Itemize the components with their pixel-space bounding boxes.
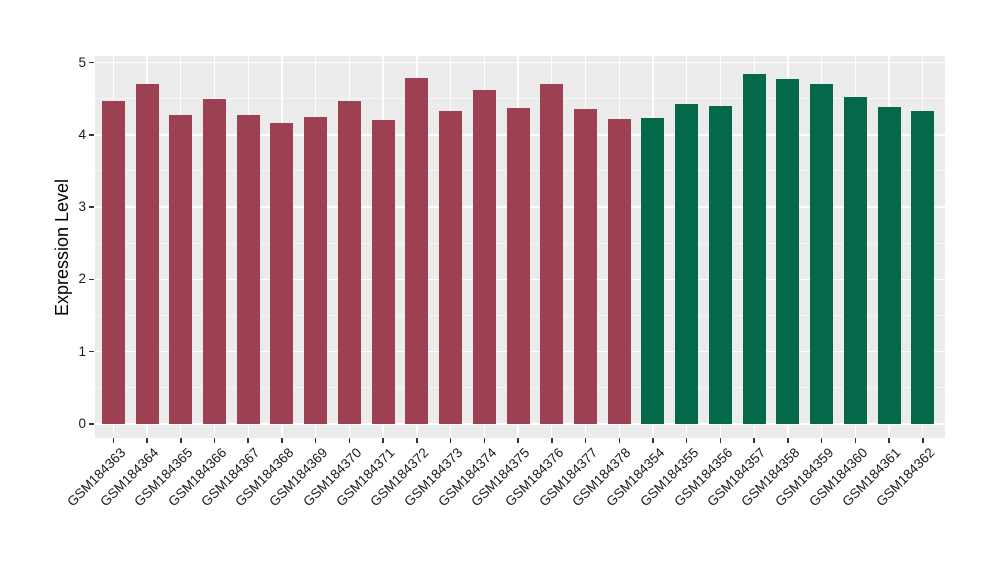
- major-gridline: [95, 61, 945, 64]
- x-tick: [213, 438, 216, 443]
- y-tick-label: 4: [78, 126, 86, 142]
- bar-GSM184366: [202, 98, 226, 424]
- x-tick: [449, 438, 452, 443]
- bar-GSM184365: [169, 114, 193, 424]
- bar-GSM184374: [472, 89, 496, 424]
- y-tick-label: 2: [78, 271, 86, 287]
- bar-GSM184368: [270, 122, 294, 424]
- x-tick: [719, 438, 722, 443]
- bar-GSM184372: [405, 78, 429, 424]
- y-axis-title-box: Expression Level: [43, 56, 83, 438]
- x-tick: [281, 438, 283, 443]
- bar-GSM184354: [641, 118, 665, 424]
- y-tick: [89, 350, 94, 353]
- x-tick: [922, 438, 924, 443]
- x-tick: [314, 438, 317, 443]
- bar-GSM184357: [742, 74, 766, 424]
- x-tick: [787, 438, 789, 443]
- bar-GSM184373: [439, 110, 463, 424]
- bar-GSM184369: [304, 117, 328, 424]
- plot-panel: [95, 56, 945, 438]
- y-tick: [89, 278, 94, 281]
- bar-GSM184360: [843, 97, 867, 424]
- bar-GSM184370: [337, 100, 361, 424]
- x-tick: [685, 438, 688, 443]
- x-tick: [416, 438, 418, 443]
- x-tick: [247, 438, 249, 443]
- x-tick: [652, 438, 654, 443]
- bar-GSM184361: [877, 107, 901, 424]
- x-tick: [753, 438, 755, 443]
- y-tick-label: 0: [78, 416, 86, 431]
- y-tick: [89, 423, 94, 425]
- y-axis-title: Expression Level: [52, 178, 73, 316]
- y-tick: [89, 206, 94, 208]
- x-tick: [854, 438, 857, 443]
- x-tick: [517, 438, 519, 443]
- y-tick: [89, 134, 94, 136]
- y-tick-label: 3: [78, 199, 86, 215]
- x-tick: [146, 438, 148, 443]
- bar-GSM184376: [540, 84, 564, 424]
- bar-GSM184355: [675, 103, 699, 424]
- x-tick: [382, 438, 384, 443]
- y-tick-label: 5: [78, 54, 86, 70]
- bar-GSM184362: [911, 110, 935, 424]
- bar-GSM184378: [607, 118, 631, 424]
- x-tick: [551, 438, 553, 443]
- bar-GSM184364: [135, 84, 159, 424]
- y-tick-label: 1: [78, 343, 86, 359]
- bar-GSM184377: [574, 108, 598, 424]
- minor-gridline: [95, 98, 945, 100]
- bar-GSM184359: [810, 84, 834, 424]
- bar-GSM184356: [708, 105, 732, 424]
- bar-GSM184358: [776, 79, 800, 424]
- y-tick: [89, 61, 94, 64]
- x-tick: [112, 438, 115, 443]
- x-tick: [584, 438, 587, 443]
- bar-GSM184371: [371, 119, 395, 424]
- x-tick: [348, 438, 351, 443]
- x-tick: [888, 438, 890, 443]
- bar-GSM184375: [506, 108, 530, 424]
- x-tick: [180, 438, 182, 443]
- bar-GSM184367: [236, 114, 260, 424]
- bar-GSM184363: [101, 100, 125, 424]
- x-tick: [820, 438, 823, 443]
- major-gridline: [95, 423, 945, 425]
- x-tick: [483, 438, 486, 443]
- x-tick: [618, 438, 620, 443]
